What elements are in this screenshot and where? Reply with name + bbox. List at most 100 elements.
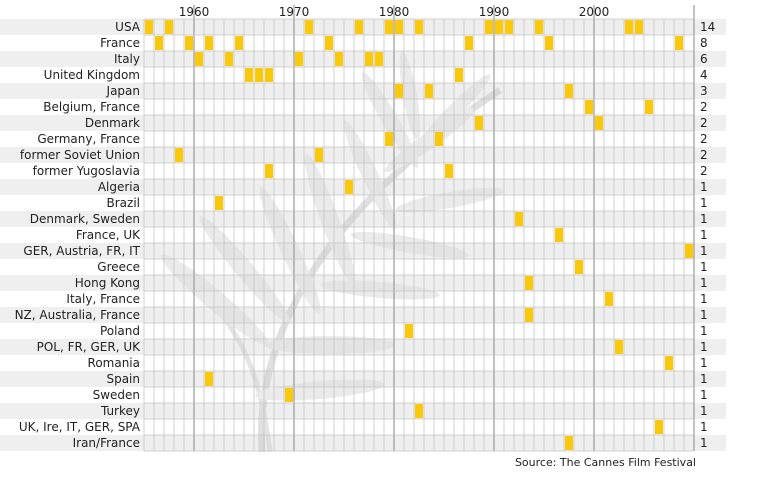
win-total: 1 <box>700 388 708 402</box>
winner-cell <box>505 20 513 34</box>
country-label: Belgium, France <box>43 100 140 114</box>
win-total: 1 <box>700 404 708 418</box>
winner-cell <box>475 116 483 130</box>
winner-cell <box>645 100 653 114</box>
win-total: 2 <box>700 164 708 178</box>
winner-cell <box>265 164 273 178</box>
win-total: 1 <box>700 436 708 450</box>
win-total: 1 <box>700 420 708 434</box>
winner-cell <box>175 148 183 162</box>
x-axis-ticks: 1960 1970 1980 1990 2000 <box>179 5 610 19</box>
winner-cell <box>345 180 353 194</box>
country-label: USA <box>115 20 141 34</box>
row-band <box>0 51 726 67</box>
row-band <box>0 355 726 371</box>
country-label: Iran/France <box>73 436 140 450</box>
country-label: former Soviet Union <box>20 148 140 162</box>
row-band <box>0 291 726 307</box>
win-total: 1 <box>700 340 708 354</box>
winner-cell <box>185 36 193 50</box>
row-band <box>0 83 726 99</box>
win-total: 1 <box>700 276 708 290</box>
palm-leaf-watermark-icon <box>160 51 505 453</box>
winner-cell <box>545 36 553 50</box>
country-label: GER, Austria, FR, IT <box>23 244 140 258</box>
country-label: Denmark, Sweden <box>30 212 140 226</box>
winner-cell <box>525 308 533 322</box>
row-band <box>0 99 726 115</box>
country-label: France <box>100 36 140 50</box>
winner-cell <box>615 340 623 354</box>
country-label: Turkey <box>100 404 140 418</box>
x-tick-label: 1990 <box>479 5 510 19</box>
row-band <box>0 435 726 451</box>
win-total: 2 <box>700 100 708 114</box>
row-band <box>0 131 726 147</box>
country-label: Spain <box>106 372 140 386</box>
row-band <box>0 35 726 51</box>
winner-cell <box>215 196 223 210</box>
winner-cell <box>205 36 213 50</box>
country-label: Brazil <box>107 196 141 210</box>
win-total: 1 <box>700 212 708 226</box>
row-band <box>0 371 726 387</box>
winner-cell <box>435 132 443 146</box>
winner-cell <box>415 404 423 418</box>
country-label: NZ, Australia, France <box>15 308 140 322</box>
winner-cell <box>325 36 333 50</box>
winner-cell <box>245 68 253 82</box>
winner-cell <box>635 20 643 34</box>
country-labels: USA France Italy United Kingdom Japan Belgium… <box>15 20 142 450</box>
win-total: 4 <box>700 68 708 82</box>
winner-cell <box>235 36 243 50</box>
winner-cell <box>485 20 493 34</box>
winner-cell <box>225 52 233 66</box>
winner-cell <box>495 20 503 34</box>
winner-cell <box>605 292 613 306</box>
x-tick-label: 1970 <box>279 5 310 19</box>
winner-cell <box>395 20 403 34</box>
win-total: 1 <box>700 180 708 194</box>
winner-cell <box>365 52 373 66</box>
country-label: former Yugoslavia <box>33 164 140 178</box>
winner-cell <box>385 132 393 146</box>
country-label: Italy, France <box>66 292 140 306</box>
winner-cell <box>555 228 563 242</box>
win-total: 3 <box>700 84 708 98</box>
win-total: 1 <box>700 196 708 210</box>
win-total: 1 <box>700 356 708 370</box>
winner-cell <box>285 388 293 402</box>
winner-cell <box>565 84 573 98</box>
grid-layer <box>143 5 695 452</box>
country-label: Poland <box>100 324 140 338</box>
row-band <box>0 179 726 195</box>
winner-cells <box>145 20 693 450</box>
winner-cell <box>585 100 593 114</box>
row-band <box>0 243 726 259</box>
row-band <box>0 419 726 435</box>
country-label: Japan <box>106 84 140 98</box>
country-label: Greece <box>97 260 140 274</box>
winner-cell <box>295 52 303 66</box>
row-band <box>0 387 726 403</box>
winner-cell <box>515 212 523 226</box>
row-band <box>0 307 726 323</box>
row-band <box>0 403 726 419</box>
winner-cell <box>455 68 463 82</box>
win-total: 1 <box>700 372 708 386</box>
row-band <box>0 115 726 131</box>
winner-cell <box>255 68 263 82</box>
country-label: Sweden <box>93 388 140 402</box>
winner-cell <box>315 148 323 162</box>
win-totals: 14 8 6 4 3 2 2 2 2 2 1 1 1 1 1 1 1 1 1 1 1 1 1 1 1 1 1 <box>700 20 715 450</box>
winner-cell <box>355 20 363 34</box>
win-total: 1 <box>700 228 708 242</box>
country-label: Denmark <box>85 116 140 130</box>
win-total: 8 <box>700 36 708 50</box>
source-note: Source: The Cannes Film Festival <box>515 456 696 469</box>
winner-cell <box>525 276 533 290</box>
win-total: 1 <box>700 292 708 306</box>
winner-cell <box>335 52 343 66</box>
country-label: UK, Ire, IT, GER, SPA <box>19 420 141 434</box>
